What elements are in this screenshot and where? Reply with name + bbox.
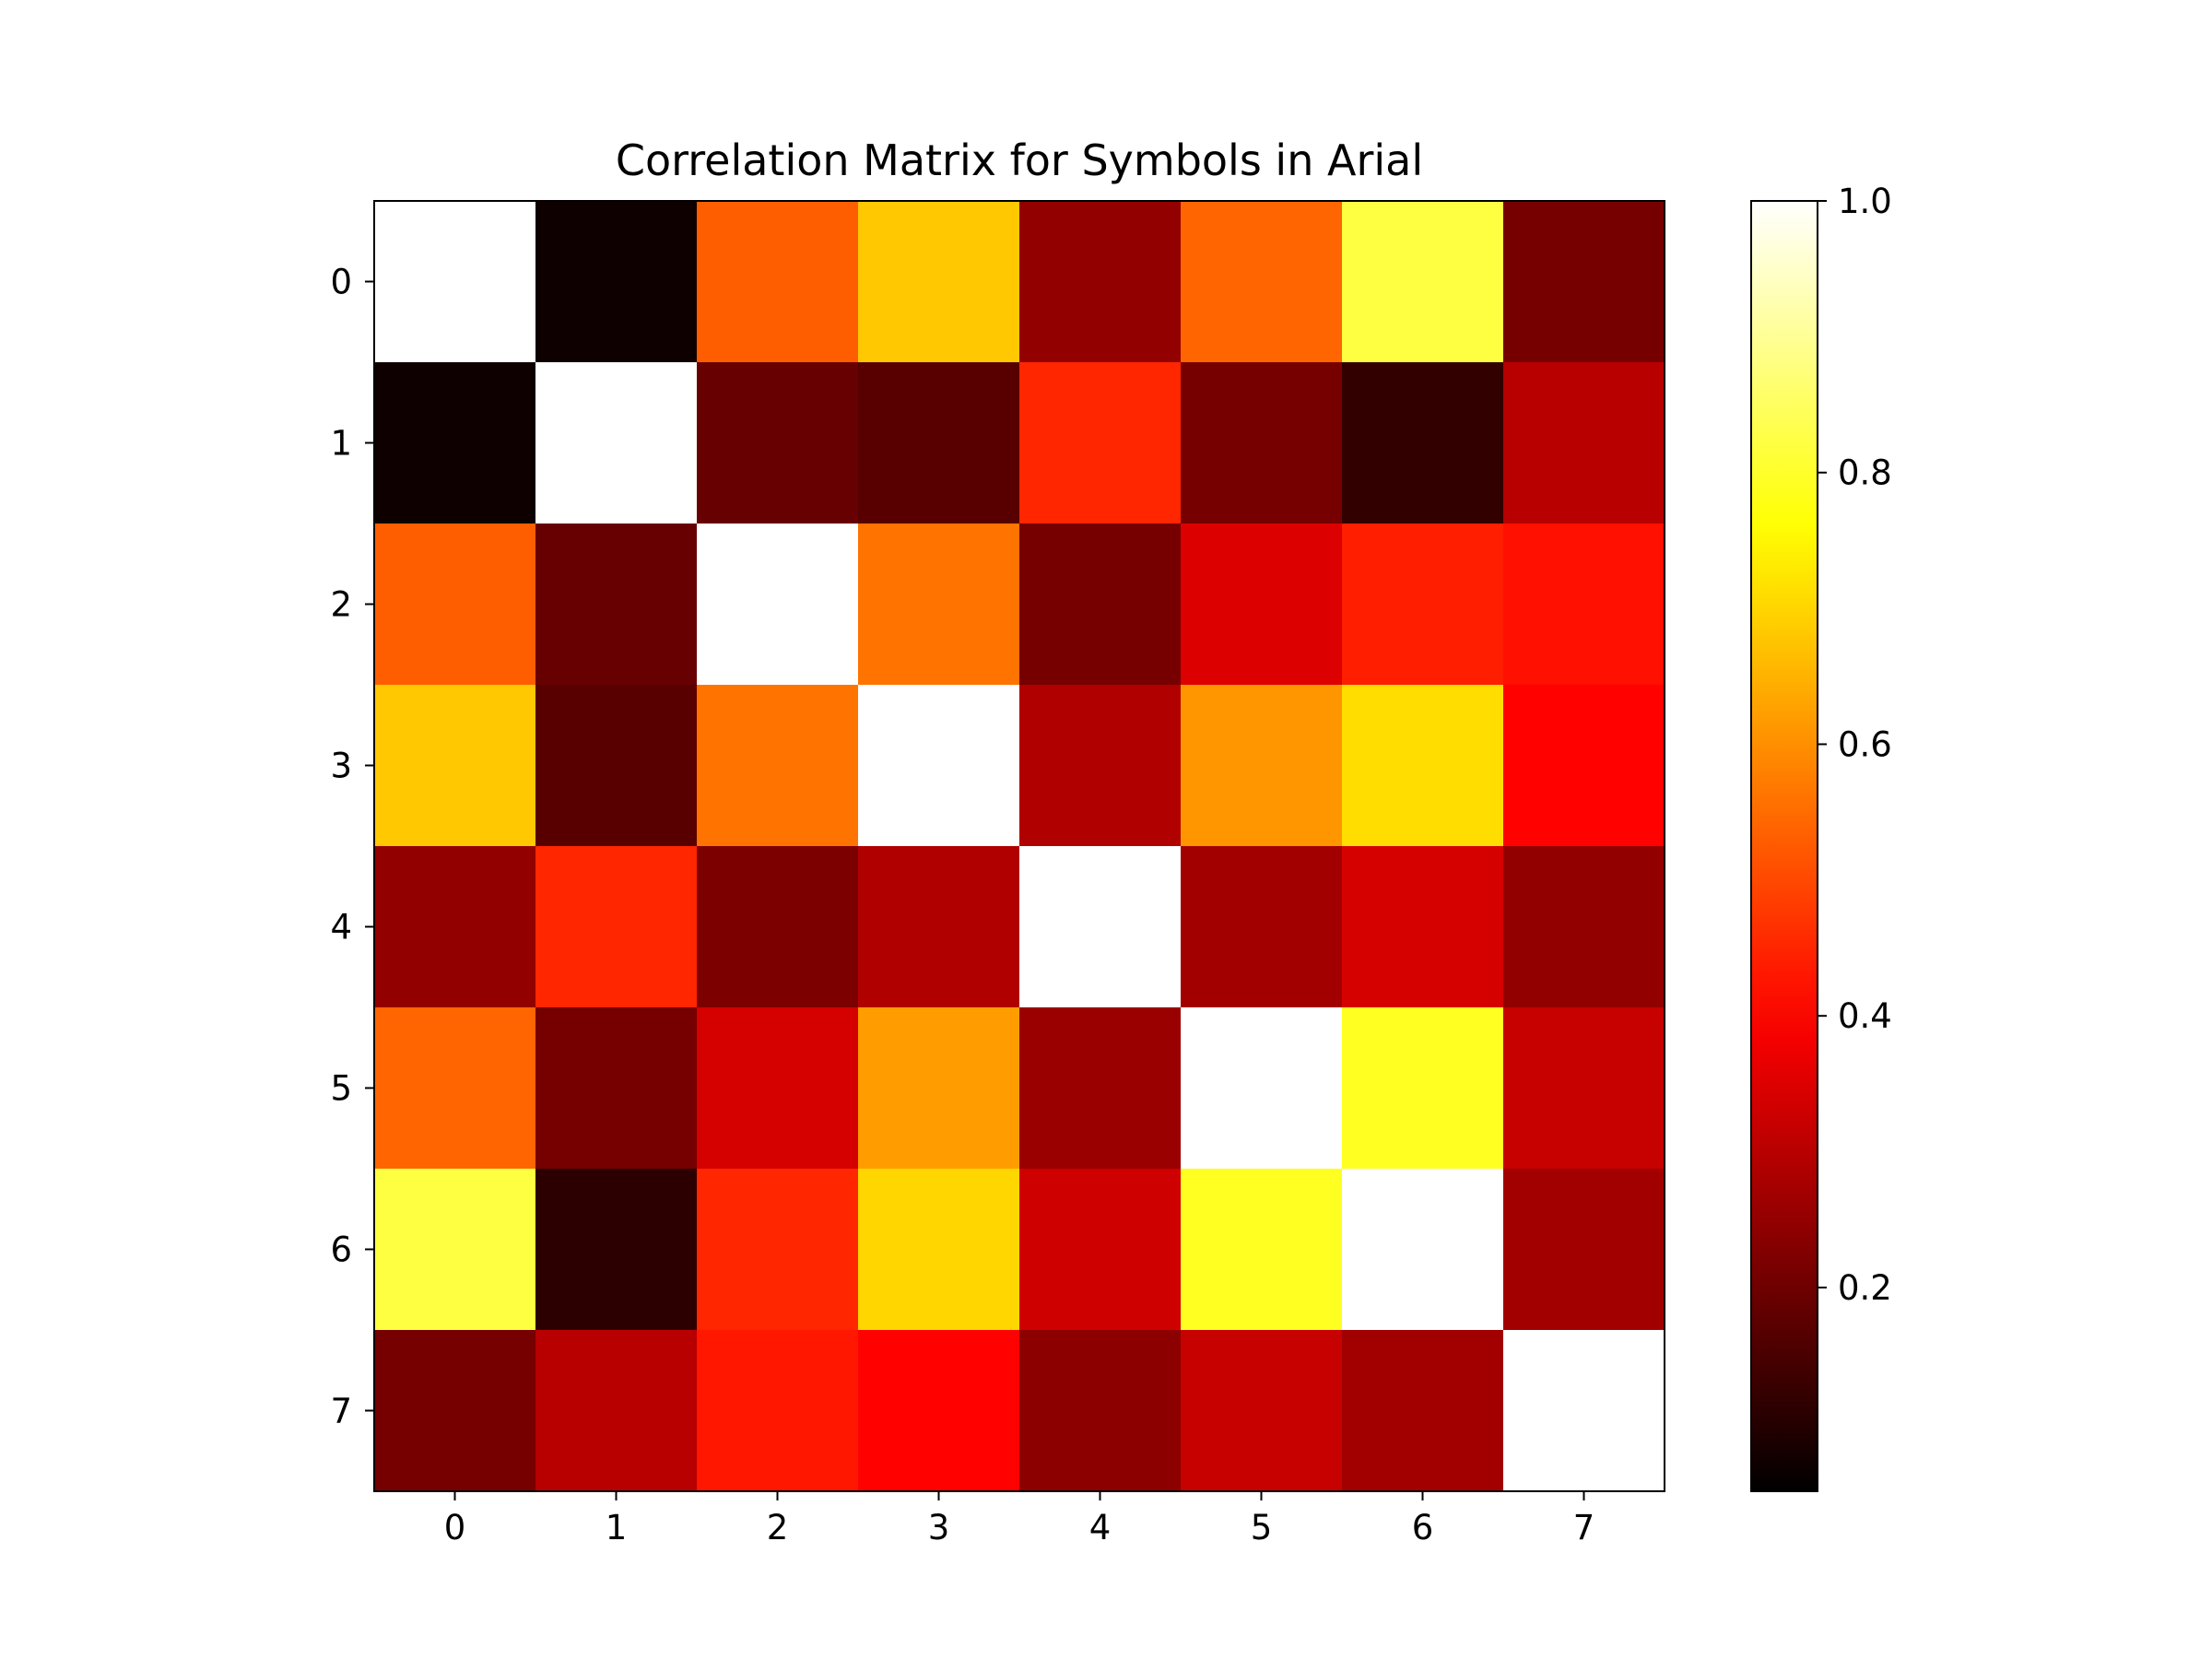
heatmap-cell-0-6 <box>1342 201 1504 363</box>
heatmap-cell-2-7 <box>1503 524 1665 686</box>
heatmap-cell-6-3 <box>858 1169 1020 1331</box>
colorbar-tick-label-0: 0.2 <box>1838 1268 1892 1308</box>
y-axis-ticks: 0 1 2 3 4 5 6 7 <box>330 263 374 1431</box>
heatmap-cell-1-7 <box>1503 362 1665 524</box>
heatmap-cell-7-6 <box>1342 1330 1504 1492</box>
heatmap-cell-6-5 <box>1181 1169 1343 1331</box>
x-tick-label-0: 0 <box>444 1508 466 1547</box>
colorbar-tick-label-3: 0.8 <box>1838 453 1892 493</box>
heatmap-cell-4-7 <box>1503 846 1665 1008</box>
x-tick-label-3: 3 <box>928 1508 950 1547</box>
heatmap-cell-2-0 <box>374 524 536 686</box>
heatmap-cell-7-3 <box>858 1330 1020 1492</box>
heatmap-cell-5-3 <box>858 1007 1020 1170</box>
y-tick-label-0: 0 <box>330 263 352 302</box>
heatmap-cell-3-7 <box>1503 685 1665 847</box>
heatmap-cell-7-5 <box>1181 1330 1343 1492</box>
heatmap-cell-1-3 <box>858 362 1020 524</box>
heatmap-cell-3-1 <box>535 685 698 847</box>
heatmap-cell-0-1 <box>535 201 698 363</box>
heatmap-cell-5-7 <box>1503 1007 1665 1170</box>
colorbar-tick-label-4: 1.0 <box>1838 182 1892 221</box>
heatmap-cell-2-6 <box>1342 524 1504 686</box>
x-tick-label-5: 5 <box>1251 1508 1273 1547</box>
x-tick-label-7: 7 <box>1573 1508 1595 1547</box>
heatmap-cell-2-3 <box>858 524 1020 686</box>
y-tick-label-2: 2 <box>330 585 352 625</box>
heatmap-cell-7-0 <box>374 1330 536 1492</box>
colorbar <box>1750 200 1818 1492</box>
y-tick-label-7: 7 <box>330 1392 352 1431</box>
x-tick-label-6: 6 <box>1412 1508 1434 1547</box>
heatmap-cell-6-0 <box>374 1169 536 1331</box>
colorbar-tick-label-2: 0.6 <box>1838 724 1892 764</box>
heatmap-cells <box>374 201 1665 1492</box>
heatmap-cell-5-2 <box>697 1007 859 1170</box>
heatmap-cell-4-5 <box>1181 846 1343 1008</box>
heatmap-cell-6-4 <box>1019 1169 1182 1331</box>
heatmap-cell-6-2 <box>697 1169 859 1331</box>
heatmap-cell-4-2 <box>697 846 859 1008</box>
y-tick-label-3: 3 <box>330 747 352 786</box>
heatmap-cell-3-2 <box>697 685 859 847</box>
heatmap-cell-3-5 <box>1181 685 1343 847</box>
heatmap-cell-2-2 <box>697 524 859 686</box>
y-tick-label-6: 6 <box>330 1230 352 1270</box>
x-tick-label-2: 2 <box>767 1508 789 1547</box>
heatmap-cell-7-4 <box>1019 1330 1182 1492</box>
heatmap-cell-1-5 <box>1181 362 1343 524</box>
heatmap-cell-1-2 <box>697 362 859 524</box>
y-tick-label-5: 5 <box>330 1069 352 1109</box>
heatmap-cell-2-4 <box>1019 524 1182 686</box>
heatmap-cell-1-6 <box>1342 362 1504 524</box>
heatmap-cell-0-3 <box>858 201 1020 363</box>
heatmap-cell-4-0 <box>374 846 536 1008</box>
heatmap-cell-0-5 <box>1181 201 1343 363</box>
heatmap-cell-6-6 <box>1342 1169 1504 1331</box>
heatmap-cell-4-6 <box>1342 846 1504 1008</box>
heatmap-cell-7-2 <box>697 1330 859 1492</box>
heatmap-cell-2-5 <box>1181 524 1343 686</box>
heatmap-cell-5-6 <box>1342 1007 1504 1170</box>
heatmap-cell-3-6 <box>1342 685 1504 847</box>
x-tick-label-1: 1 <box>606 1508 628 1547</box>
heatmap-cell-4-4 <box>1019 846 1182 1008</box>
heatmap-cell-7-1 <box>535 1330 698 1492</box>
heatmap-cell-1-0 <box>374 362 536 524</box>
heatmap-cell-5-4 <box>1019 1007 1182 1170</box>
colorbar-ticks: 0.2 0.4 0.6 0.8 1.0 <box>1818 182 1892 1308</box>
heatmap-cell-1-4 <box>1019 362 1182 524</box>
heatmap-cell-0-2 <box>697 201 859 363</box>
y-tick-label-1: 1 <box>330 424 352 464</box>
heatmap-cell-5-5 <box>1181 1007 1343 1170</box>
heatmap-cell-2-1 <box>535 524 698 686</box>
heatmap-cell-0-7 <box>1503 201 1665 363</box>
heatmap-cell-3-4 <box>1019 685 1182 847</box>
x-tick-label-4: 4 <box>1089 1508 1112 1547</box>
heatmap-cell-3-3 <box>858 685 1020 847</box>
colorbar-tick-label-1: 0.4 <box>1838 996 1892 1036</box>
heatmap-cell-4-1 <box>535 846 698 1008</box>
chart-title: Correlation Matrix for Symbols in Arial <box>616 135 1423 185</box>
heatmap-cell-6-7 <box>1503 1169 1665 1331</box>
heatmap-cell-3-0 <box>374 685 536 847</box>
heatmap-cell-6-1 <box>535 1169 698 1331</box>
heatmap-cell-4-3 <box>858 846 1020 1008</box>
plot-frame <box>373 200 1665 1492</box>
y-tick-label-4: 4 <box>330 908 352 947</box>
heatmap-cell-0-4 <box>1019 201 1182 363</box>
heatmap-cell-7-7 <box>1503 1330 1665 1492</box>
heatmap-cell-5-1 <box>535 1007 698 1170</box>
heatmap-cell-5-0 <box>374 1007 536 1170</box>
heatmap-cell-0-0 <box>374 201 536 363</box>
x-axis-ticks: 0 1 2 3 4 5 6 7 <box>444 1491 1595 1547</box>
heatmap-cell-1-1 <box>535 362 698 524</box>
